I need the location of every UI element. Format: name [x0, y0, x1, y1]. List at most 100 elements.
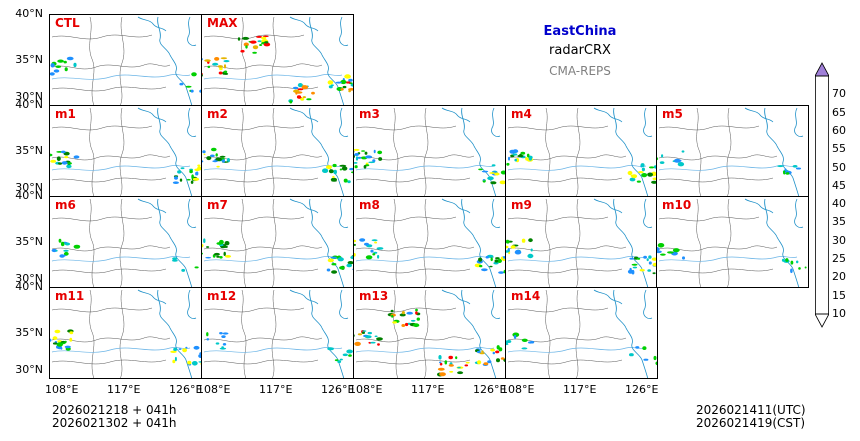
radar-echo [263, 42, 271, 47]
radar-echo [636, 257, 641, 260]
radar-echo [257, 40, 262, 43]
radar-echo [328, 169, 334, 174]
radar-echo [437, 367, 445, 371]
radar-echo [327, 347, 334, 351]
radar-echo [410, 319, 416, 322]
map-panel-MAX: MAX [201, 14, 354, 106]
radar-echo [681, 150, 685, 153]
radar-echo [477, 360, 482, 365]
province-border [51, 154, 171, 161]
province-border [658, 245, 778, 252]
province-border [575, 107, 581, 196]
river-line [203, 256, 343, 262]
radar-echo [365, 255, 373, 260]
radar-echo [354, 239, 357, 243]
radar-echo [785, 172, 790, 175]
colorbar-label: 15 [832, 288, 846, 302]
radar-echo [497, 258, 502, 263]
radar-echo [223, 60, 230, 63]
province-border [203, 336, 323, 343]
radar-echo [217, 65, 223, 68]
coastline [309, 198, 345, 287]
radar-echo [390, 309, 394, 313]
radar-echo [330, 256, 337, 259]
radar-echo [784, 168, 787, 172]
map-panel-m6: m6 [49, 196, 202, 288]
coastline [137, 198, 167, 214]
panel-label-m14: m14 [511, 289, 541, 303]
panel-label-m6: m6 [55, 198, 76, 212]
radar-echo [216, 255, 220, 258]
radar-echo [190, 180, 194, 184]
radar-echo [655, 361, 657, 366]
lat-label: 35°N [15, 326, 43, 339]
radar-echo [783, 170, 786, 175]
radar-echo [202, 252, 203, 255]
radar-echo [490, 181, 497, 185]
radar-echo [250, 40, 257, 44]
province-border [241, 198, 247, 287]
colorbar-graphic [814, 62, 830, 328]
radar-echo [335, 81, 342, 84]
coastline [157, 198, 193, 287]
radar-echo [256, 35, 263, 38]
radar-echo [198, 354, 201, 358]
radar-echo [481, 350, 484, 353]
radar-echo [223, 251, 226, 256]
radar-echo [503, 269, 505, 274]
river-line [355, 165, 495, 171]
radar-echo [300, 97, 305, 101]
province-border [51, 125, 153, 131]
radar-echo [448, 364, 454, 367]
radar-echo [481, 170, 489, 173]
radar-echo [59, 342, 66, 345]
radar-echo [58, 162, 62, 165]
panel-label-m1: m1 [55, 107, 76, 121]
radar-echo [182, 348, 188, 353]
coastline [339, 107, 349, 137]
river-line [51, 256, 191, 262]
radar-echo [449, 370, 454, 373]
radar-echo [56, 156, 61, 161]
coastline [441, 289, 471, 305]
lon-label: 126°E [473, 383, 507, 396]
radar-echo [202, 72, 203, 75]
map-panel-m5: m5 [656, 105, 809, 197]
river-line [355, 347, 495, 353]
coastline [593, 198, 623, 214]
radar-echo [481, 268, 488, 272]
province-border [51, 177, 167, 183]
province-border [726, 198, 732, 287]
coastline [187, 107, 197, 137]
coastline [744, 107, 774, 123]
province-border [726, 107, 732, 196]
radar-echo [177, 170, 182, 174]
radar-echo [213, 252, 220, 256]
radar-echo [652, 262, 657, 267]
radar-echo [200, 353, 201, 354]
radar-echo [455, 356, 458, 360]
radar-echo [243, 42, 249, 47]
coastline [643, 289, 653, 319]
radar-echo [259, 44, 263, 46]
province-border [507, 336, 627, 343]
radar-echo [448, 355, 453, 360]
radar-echo [439, 372, 446, 377]
radar-echo [50, 338, 52, 342]
radar-echo [530, 248, 533, 252]
radar-echo [64, 340, 67, 343]
radar-echo [377, 254, 380, 259]
coastline [461, 107, 497, 196]
province-border [393, 107, 399, 196]
radar-echo [212, 160, 218, 163]
lat-label: 35°N [15, 235, 43, 248]
radar-echo [647, 269, 652, 272]
radar-echo [477, 350, 481, 354]
radar-echo [651, 180, 657, 184]
radar-echo [439, 361, 442, 364]
radar-echo [496, 358, 500, 363]
radar-echo [513, 334, 517, 339]
map-m7 [202, 198, 353, 287]
province-border [355, 268, 471, 274]
lat-label: 30°N [15, 363, 43, 376]
